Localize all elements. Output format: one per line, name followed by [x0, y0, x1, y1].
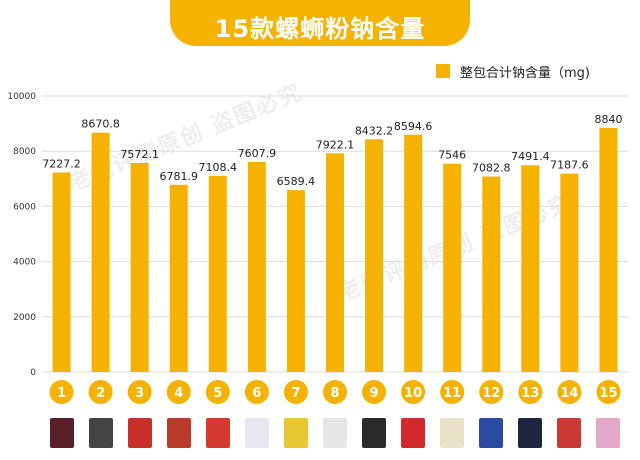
- product-package-6-icon: [244, 418, 269, 448]
- product-package-2-icon: [88, 418, 113, 448]
- data-label: 7922.1: [316, 138, 355, 151]
- x-tick-label: 10: [404, 386, 422, 401]
- product-package-15-icon: [596, 418, 621, 448]
- data-label: 7082.8: [472, 162, 511, 175]
- category-badge: [88, 380, 113, 404]
- bar: [404, 134, 423, 372]
- product-package-10-icon: [401, 418, 426, 448]
- chart-title: 15款螺蛳粉钠含量: [214, 15, 426, 43]
- category-badge: [127, 380, 152, 404]
- bar: [599, 128, 618, 372]
- y-tick-label: 0: [30, 368, 36, 378]
- bar: [52, 172, 71, 372]
- category-badge: [557, 380, 582, 404]
- bar: [286, 190, 305, 372]
- product-package-14-icon: [557, 418, 582, 448]
- legend-label: 整包合计钠含量（mg): [460, 66, 590, 81]
- data-label: 6589.4: [277, 175, 316, 188]
- data-label: 7187.6: [550, 159, 589, 172]
- category-badge: [205, 380, 230, 404]
- data-label: 7491.4: [511, 150, 550, 163]
- x-tick-label: 12: [482, 386, 500, 401]
- category-badge: [401, 380, 426, 404]
- category-badge: [283, 380, 308, 404]
- product-package-8-icon: [323, 418, 347, 448]
- y-tick-label: 10000: [7, 92, 36, 102]
- x-tick-label: 11: [443, 386, 461, 401]
- product-package-4-icon: [166, 418, 191, 448]
- product-package-13-icon: [518, 418, 543, 448]
- category-badge: [362, 380, 387, 404]
- y-tick-label: 6000: [13, 202, 36, 212]
- x-tick-label: 6: [252, 386, 261, 401]
- x-tick-label: 7: [291, 386, 300, 401]
- data-label: 7607.9: [238, 147, 277, 160]
- x-tick-label: 15: [599, 386, 617, 401]
- data-label: 6781.9: [159, 170, 198, 183]
- category-badge: [166, 380, 191, 404]
- x-tick-label: 1: [57, 386, 66, 401]
- bar: [169, 184, 188, 372]
- x-tick-label: 3: [135, 386, 144, 401]
- x-tick-label: 8: [330, 386, 339, 401]
- x-tick-label: 13: [521, 386, 539, 401]
- bar: [560, 173, 579, 372]
- product-package-3-icon: [127, 418, 152, 448]
- x-tick-label: 2: [96, 386, 105, 401]
- data-label: 7227.2: [42, 158, 81, 171]
- bar: [91, 132, 110, 372]
- data-label: 7546: [438, 149, 466, 162]
- category-badge: [323, 380, 347, 404]
- y-tick-label: 8000: [13, 147, 36, 157]
- product-package-11-icon: [440, 418, 465, 448]
- x-tick-label: 9: [370, 386, 379, 401]
- bar: [443, 163, 462, 372]
- data-label: 7108.4: [199, 161, 238, 174]
- data-label: 8594.6: [394, 120, 433, 133]
- data-label: 8840: [594, 113, 622, 126]
- product-package-9-icon: [362, 418, 387, 448]
- x-tick-label: 14: [560, 386, 578, 401]
- data-label: 7572.1: [120, 148, 159, 161]
- bar: [326, 153, 344, 372]
- legend-swatch: [436, 64, 450, 78]
- product-package-7-icon: [283, 418, 308, 448]
- category-badge: [49, 380, 74, 404]
- category-badge: [479, 380, 504, 404]
- y-tick-label: 2000: [13, 313, 36, 323]
- bar: [482, 176, 501, 372]
- product-package-1-icon: [49, 418, 74, 448]
- x-tick-label: 4: [174, 386, 183, 401]
- product-package-12-icon: [479, 418, 504, 448]
- category-badge: [440, 380, 465, 404]
- bar: [208, 175, 227, 372]
- category-badge: [596, 380, 621, 404]
- product-package-5-icon: [205, 418, 230, 448]
- category-badge: [518, 380, 543, 404]
- category-badge: [244, 380, 269, 404]
- data-label: 8432.2: [355, 124, 394, 137]
- y-tick-label: 4000: [13, 258, 36, 268]
- bar: [130, 163, 149, 372]
- title-banner: [170, 0, 470, 46]
- x-tick-label: 5: [213, 386, 222, 401]
- data-label: 8670.8: [81, 118, 120, 131]
- bar: [247, 162, 266, 372]
- bar: [365, 139, 384, 372]
- bar: [521, 165, 540, 372]
